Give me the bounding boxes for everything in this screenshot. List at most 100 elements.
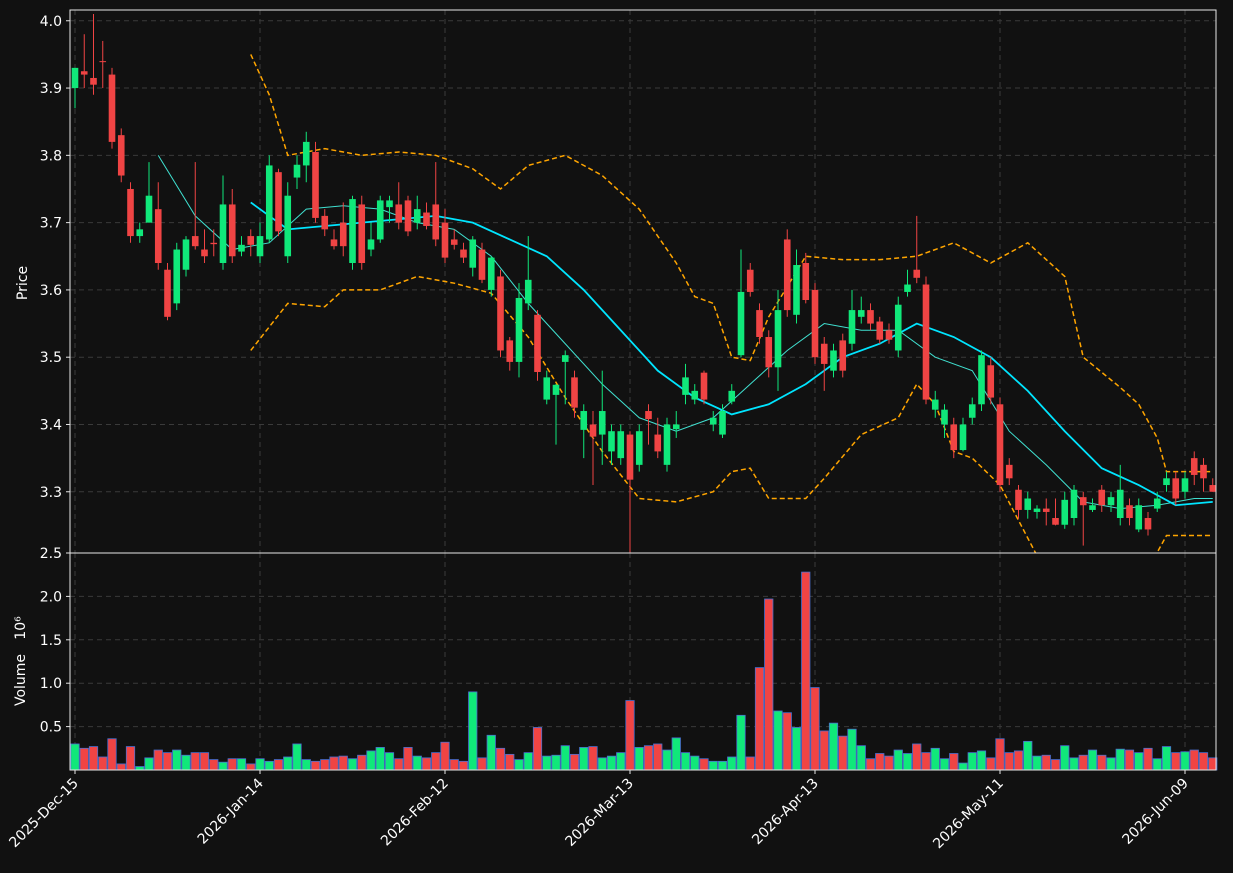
candle-body bbox=[1153, 498, 1161, 509]
candle-body bbox=[321, 215, 329, 230]
candle-body bbox=[552, 384, 560, 395]
candle-body bbox=[904, 284, 911, 292]
candle-body bbox=[1024, 498, 1032, 510]
candle-body bbox=[1116, 489, 1124, 519]
volume-bar bbox=[671, 737, 681, 771]
volume-bar bbox=[375, 747, 385, 771]
candle-body bbox=[793, 265, 800, 315]
volume-bar bbox=[505, 753, 515, 771]
volume-bar bbox=[107, 738, 117, 771]
volume-bar bbox=[976, 750, 987, 771]
volume-bar bbox=[838, 735, 848, 771]
volume-bar bbox=[939, 758, 950, 771]
volume-bar bbox=[625, 700, 635, 771]
candle-body bbox=[1209, 485, 1216, 492]
price-plot bbox=[71, 14, 1216, 553]
candle-body bbox=[783, 239, 791, 311]
candle-body bbox=[164, 269, 171, 317]
volume-bar bbox=[588, 746, 598, 771]
volume-bar bbox=[680, 752, 691, 771]
candle-body bbox=[99, 61, 107, 63]
volume-bar bbox=[1152, 758, 1162, 771]
volume-bar bbox=[357, 754, 367, 771]
candle-body bbox=[709, 417, 717, 425]
volume-bar bbox=[949, 753, 959, 771]
y-tick-label: 3.5 bbox=[40, 350, 62, 366]
candle-body bbox=[682, 377, 689, 395]
volume-bar bbox=[884, 755, 894, 771]
volume-bar bbox=[986, 757, 996, 771]
volume-bar bbox=[921, 752, 931, 771]
volume-bar bbox=[495, 747, 506, 771]
volume-bar bbox=[801, 571, 811, 771]
volume-bar bbox=[1050, 759, 1061, 771]
candle-body bbox=[746, 269, 754, 292]
candle-body bbox=[1070, 489, 1078, 519]
volume-bar bbox=[1189, 749, 1199, 771]
candle-body bbox=[987, 365, 995, 398]
candle-body bbox=[1015, 489, 1022, 510]
candle-body bbox=[404, 200, 412, 232]
candle-body bbox=[635, 431, 643, 465]
volume-bar bbox=[273, 759, 284, 771]
candle-body bbox=[413, 209, 421, 223]
candle-body bbox=[617, 431, 625, 459]
candle-body bbox=[127, 188, 134, 237]
volume-bar bbox=[514, 759, 524, 771]
candle-body bbox=[284, 195, 292, 257]
candle-body bbox=[691, 390, 699, 400]
volume-bar bbox=[893, 749, 903, 771]
candle-body bbox=[1052, 518, 1059, 525]
volume-bar bbox=[1143, 747, 1153, 771]
volume-bar bbox=[283, 756, 293, 771]
volume-bar bbox=[551, 754, 561, 771]
candle-body bbox=[728, 390, 736, 402]
volume-bar bbox=[828, 722, 839, 771]
candle-body bbox=[894, 304, 902, 351]
candle-body bbox=[71, 67, 79, 89]
volume-bar bbox=[394, 758, 404, 771]
candle-body bbox=[598, 411, 606, 435]
candle-body bbox=[1005, 464, 1013, 479]
y-tick-label: 2.0 bbox=[40, 589, 62, 605]
volume-bar bbox=[301, 759, 311, 771]
y-tick-label: 3.9 bbox=[40, 81, 62, 97]
volume-bar bbox=[172, 749, 182, 771]
candle-body bbox=[1172, 478, 1180, 499]
volume-bar bbox=[1124, 749, 1135, 771]
volume-bar bbox=[699, 758, 709, 771]
candle-body bbox=[839, 340, 847, 371]
candle-body bbox=[626, 434, 634, 480]
volume-bar bbox=[634, 747, 644, 771]
volume-bar bbox=[690, 755, 700, 771]
candle-body bbox=[201, 249, 208, 257]
candle-body bbox=[700, 372, 708, 400]
volume-bar bbox=[736, 714, 746, 771]
y-tick-label: 3.8 bbox=[40, 148, 62, 164]
volume-bar bbox=[144, 757, 154, 771]
candle-body bbox=[1089, 505, 1096, 510]
volume-bar bbox=[930, 747, 940, 771]
volume-bar bbox=[1032, 755, 1042, 771]
volume-bar bbox=[70, 743, 80, 771]
candle-body bbox=[376, 200, 384, 240]
candle-body bbox=[191, 236, 199, 247]
volume-bar bbox=[1115, 748, 1125, 771]
candle-body bbox=[108, 74, 116, 142]
candle-body bbox=[1144, 518, 1152, 530]
volume-bar bbox=[153, 749, 163, 771]
volume-bar bbox=[912, 743, 922, 771]
candle-body bbox=[543, 377, 551, 400]
candle-body bbox=[756, 310, 763, 338]
overlay-line bbox=[157, 155, 1213, 510]
volume-bar bbox=[1161, 746, 1172, 771]
candle-body bbox=[275, 172, 282, 232]
candle-body bbox=[515, 297, 523, 362]
volume-bar bbox=[1198, 752, 1209, 771]
volume-bar bbox=[477, 757, 487, 771]
volume-bar bbox=[1023, 740, 1033, 771]
candle-body bbox=[950, 424, 958, 451]
volume-bar bbox=[190, 752, 200, 771]
candle-body bbox=[358, 204, 366, 263]
